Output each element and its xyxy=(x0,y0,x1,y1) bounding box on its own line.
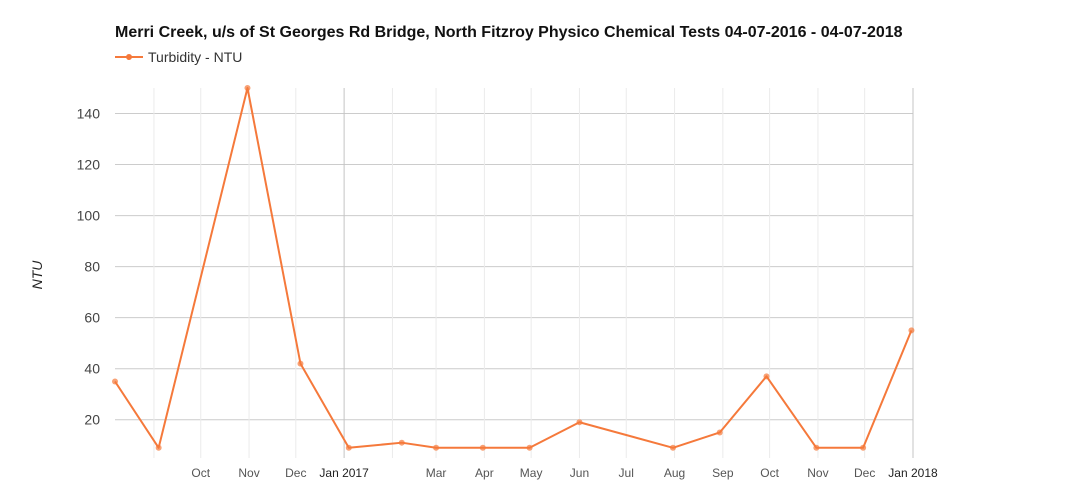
data-point xyxy=(860,444,867,451)
legend[interactable]: Turbidity - NTU xyxy=(115,49,242,65)
x-tick-label: Sep xyxy=(712,466,734,480)
x-tick-label: Oct xyxy=(760,466,779,480)
x-tick-label: Jan 2017 xyxy=(319,466,369,480)
data-point xyxy=(244,85,251,91)
data-point xyxy=(908,327,915,334)
data-point xyxy=(669,444,676,451)
data-point xyxy=(112,378,118,385)
x-tick-label: Nov xyxy=(238,466,259,480)
data-point xyxy=(345,444,352,451)
y-tick-label: 80 xyxy=(84,259,100,275)
y-tick-label: 140 xyxy=(77,106,101,122)
data-point xyxy=(576,419,583,426)
y-tick-label: 40 xyxy=(84,361,100,377)
x-tick-label: Apr xyxy=(475,466,494,480)
x-tick-label: Jan 2018 xyxy=(888,466,938,480)
x-tick-label: Mar xyxy=(426,466,447,480)
data-point xyxy=(526,444,533,451)
y-tick-label: 60 xyxy=(84,310,100,326)
data-point xyxy=(813,444,820,451)
series-line xyxy=(114,87,913,449)
data-point xyxy=(716,429,723,436)
chart-title: Merri Creek, u/s of St Georges Rd Bridge… xyxy=(115,24,903,41)
x-tick-label: Jul xyxy=(619,466,634,480)
data-point xyxy=(479,444,486,451)
legend-swatch xyxy=(115,54,143,60)
data-point xyxy=(398,439,405,446)
y-tick-label: 100 xyxy=(77,208,101,224)
data-point xyxy=(155,444,162,451)
x-tick-label: Dec xyxy=(285,466,306,480)
x-tick-label: Oct xyxy=(191,466,210,480)
grid-layer xyxy=(115,88,914,458)
x-tick-label: Jun xyxy=(570,466,589,480)
y-tick-label: 20 xyxy=(84,412,100,428)
y-axis-label: NTU xyxy=(29,260,45,290)
data-point xyxy=(433,444,440,451)
y-tick-label: 120 xyxy=(77,157,101,173)
series-layer xyxy=(112,85,915,451)
data-point xyxy=(763,373,770,380)
legend-label: Turbidity - NTU xyxy=(148,49,243,65)
x-tick-label: Dec xyxy=(854,466,875,480)
data-point xyxy=(297,360,304,367)
axis-layer: 20 40 60 80 100 120 140 Oct Nov Dec Jan 2017 Mar Apr… xyxy=(77,106,938,480)
x-tick-label: May xyxy=(520,466,543,480)
x-tick-label: Aug xyxy=(664,466,685,480)
x-tick-label: Nov xyxy=(807,466,828,480)
